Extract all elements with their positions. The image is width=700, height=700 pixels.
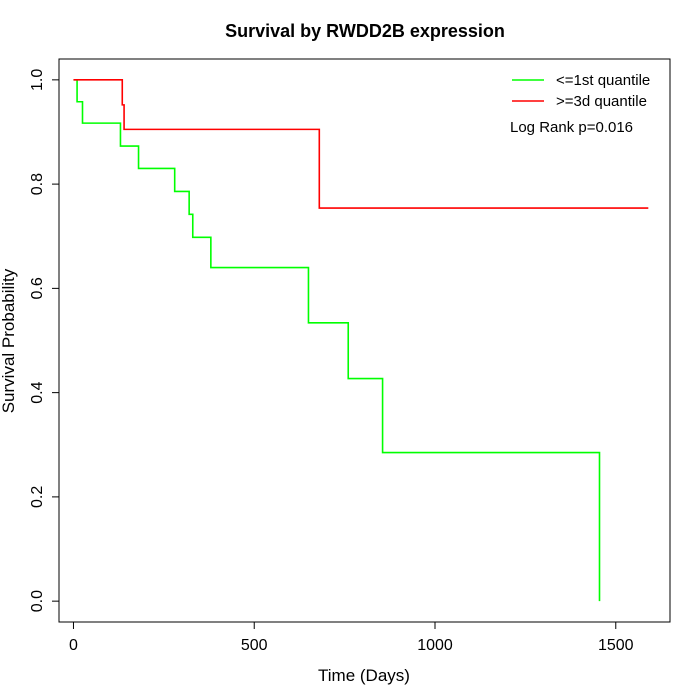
y-tick-label: 0.8: [29, 173, 46, 195]
x-tick-label: 0: [69, 637, 78, 654]
series-line-high-quantile: [73, 79, 649, 209]
y-axis: 0.0 0.2 0.4 0.6 0.8 1.0: [29, 69, 60, 612]
legend: <=1st quantile >=3d quantile: [512, 72, 650, 110]
y-tick-label: 1.0: [29, 69, 46, 91]
series-layer: [73, 79, 649, 602]
y-axis-label: Survival Probability: [0, 268, 18, 413]
plot-frame: [58, 58, 671, 623]
y-tick-label: 0.6: [29, 277, 46, 299]
x-axis-label: Time (Days): [318, 666, 410, 685]
x-tick-label: 1500: [598, 637, 634, 654]
x-axis: 0 500 1000 1500: [69, 621, 634, 654]
chart-title: Survival by RWDD2B expression: [225, 21, 505, 41]
y-tick-label: 0.2: [29, 486, 46, 508]
legend-label: <=1st quantile: [556, 72, 650, 89]
series-line-low-quantile: [73, 79, 601, 602]
log-rank-annotation: Log Rank p=0.016: [510, 119, 633, 136]
y-tick-label: 0.0: [29, 590, 46, 612]
y-tick-label: 0.4: [29, 381, 46, 403]
x-tick-label: 500: [241, 637, 268, 654]
x-tick-label: 1000: [417, 637, 453, 654]
legend-label: >=3d quantile: [556, 93, 647, 110]
